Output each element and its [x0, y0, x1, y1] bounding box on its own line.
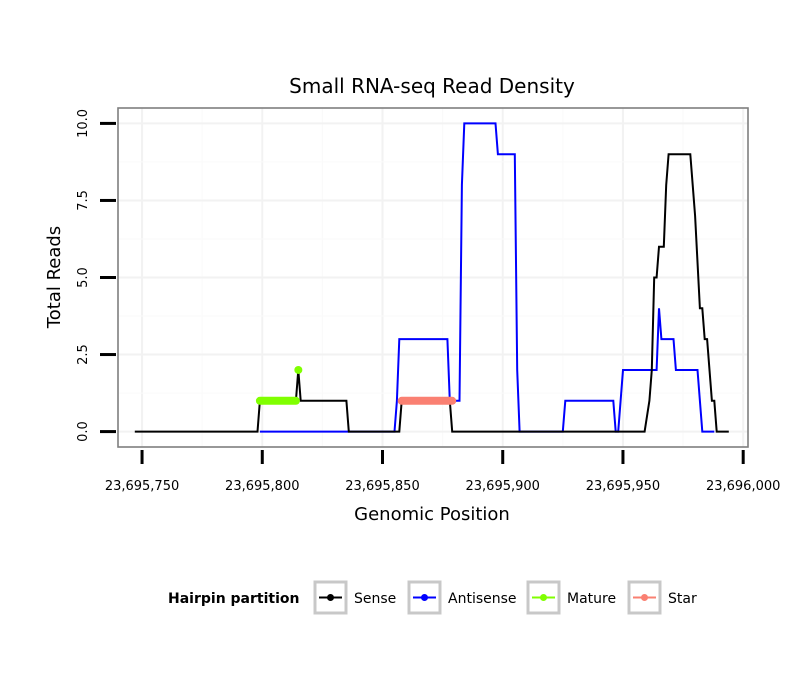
legend-key-dot-mature: [540, 594, 547, 601]
legend-label-antisense: Antisense: [448, 591, 517, 607]
legend-key-dot-sense: [327, 594, 334, 601]
x-axis-label: Genomic Position: [354, 504, 510, 525]
series-line-sense: [134, 153, 729, 433]
x-axis-ticks: 23,695,750 23,695,800 23,695,850 23,695,900…: [105, 450, 780, 494]
mature-peak-point: [294, 365, 303, 374]
chart-title: Small RNA-seq Read Density: [289, 74, 575, 98]
y-axis-ticks: 0.0 2.5 5.0 7.5 10.0: [76, 109, 116, 442]
y-tick-label: 7.5: [76, 190, 91, 211]
legend-key-dot-antisense: [421, 594, 428, 601]
legend-title: Hairpin partition: [168, 591, 299, 607]
x-tick-label: 23,695,950: [586, 479, 660, 494]
panel-border: [117, 107, 749, 448]
y-axis-label: Total Reads: [44, 226, 65, 329]
x-tick-label: 23,696,000: [706, 479, 780, 494]
x-tick-label: 23,695,850: [345, 479, 419, 494]
legend-label-mature: Mature: [567, 591, 616, 607]
y-tick-label: 10.0: [76, 109, 91, 138]
x-tick-label: 23,695,750: [105, 479, 179, 494]
y-tick-label: 5.0: [76, 267, 91, 288]
legend-label-sense: Sense: [354, 591, 396, 607]
x-tick-label: 23,695,900: [466, 479, 540, 494]
y-tick-label: 2.5: [76, 344, 91, 365]
x-tick-label: 23,695,800: [225, 479, 299, 494]
legend: Hairpin partition Sense Antisense Mature St…: [168, 580, 697, 615]
series-layer: [134, 122, 729, 433]
y-tick-label: 0.0: [76, 421, 91, 442]
legend-label-star: Star: [668, 591, 697, 607]
legend-key-dot-star: [641, 594, 648, 601]
